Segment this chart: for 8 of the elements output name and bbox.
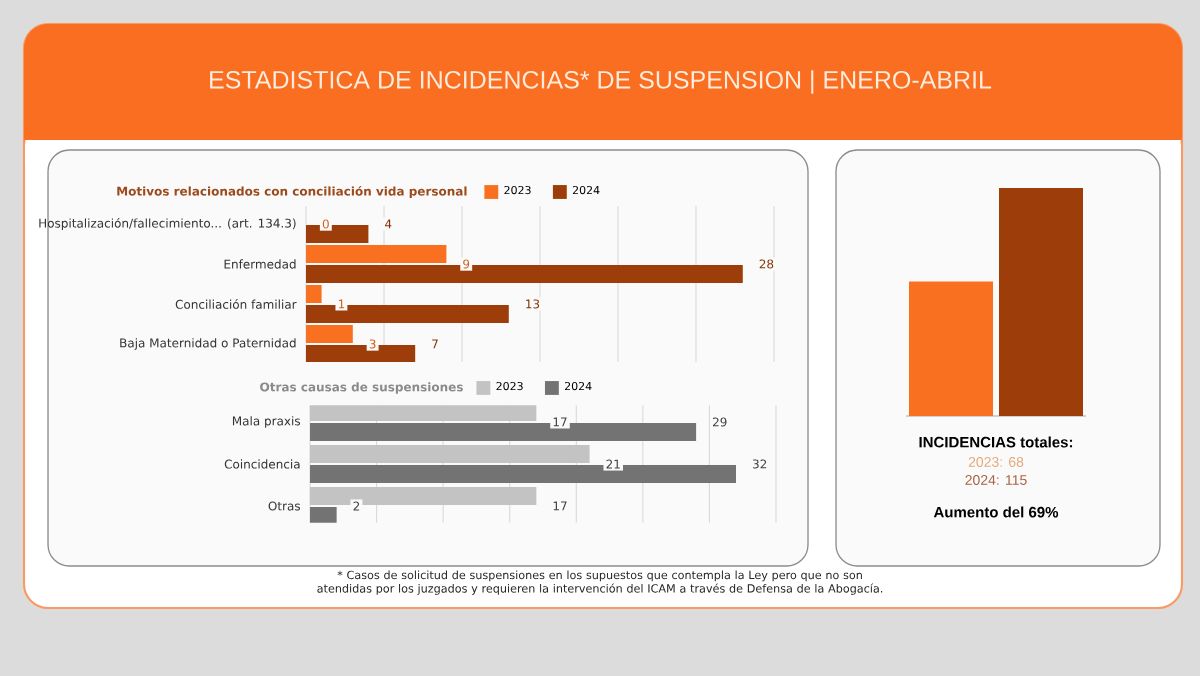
bar: [310, 506, 337, 523]
bar: [310, 405, 537, 421]
bar: [310, 486, 537, 505]
bar: [306, 284, 322, 303]
bar: [310, 444, 590, 463]
chart-title: ESTADISTICA DE INCIDENCIAS* DE SUSPENSION | ENERO-ABRIL: [210, 70, 992, 94]
bar: [306, 324, 353, 343]
bar: [306, 244, 447, 263]
